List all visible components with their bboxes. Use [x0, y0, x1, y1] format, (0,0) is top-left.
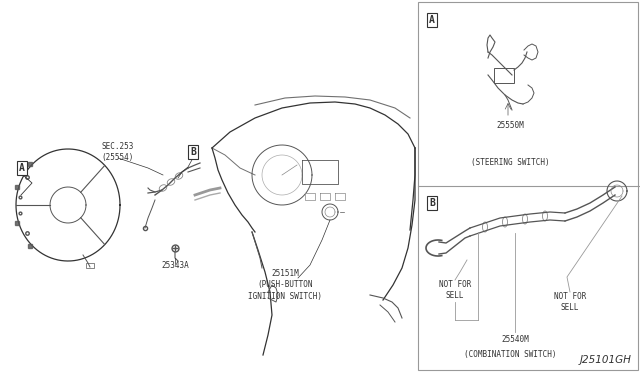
Bar	[86, 263, 94, 268]
Text: NOT FOR
SELL: NOT FOR SELL	[439, 280, 471, 300]
Text: J25101GH: J25101GH	[580, 355, 632, 365]
Bar	[418, 2, 638, 370]
Text: B: B	[190, 147, 196, 157]
Text: 25151M
(PUSH-BUTTON
IGNITION SWITCH): 25151M (PUSH-BUTTON IGNITION SWITCH)	[248, 269, 322, 301]
Text: SEC.253
(25554): SEC.253 (25554)	[102, 142, 134, 162]
Text: 25540M: 25540M	[501, 336, 529, 344]
Text: NOT FOR
SELL: NOT FOR SELL	[554, 292, 586, 312]
Bar	[494, 68, 514, 83]
Text: (COMBINATION SWITCH): (COMBINATION SWITCH)	[464, 350, 556, 359]
Text: (STEERING SWITCH): (STEERING SWITCH)	[470, 157, 549, 167]
Text: 25550M: 25550M	[496, 121, 524, 129]
Text: A: A	[19, 163, 25, 173]
Text: 25343A: 25343A	[161, 260, 189, 269]
Text: A: A	[429, 15, 435, 25]
Text: B: B	[429, 198, 435, 208]
